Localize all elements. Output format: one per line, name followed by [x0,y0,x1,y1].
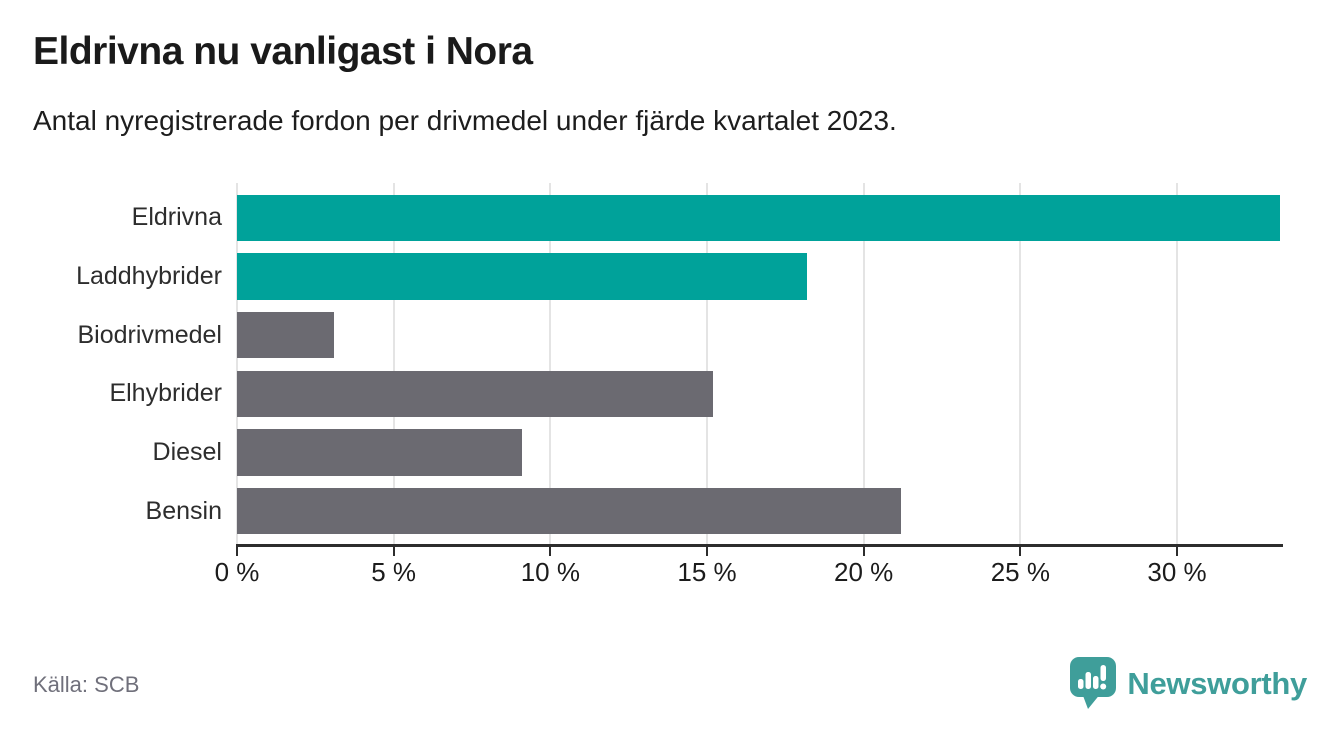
gridline-15 [706,183,708,545]
bar-elhybrider [237,370,714,418]
x-axis-line [236,544,1283,547]
category-label-eldrivna: Eldrivna [131,203,222,232]
category-label-bensin: Bensin [145,496,222,525]
source-note: Källa: SCB [33,672,140,697]
newsworthy-wordmark: Newsworthy [1127,665,1307,701]
bar-bensin [237,487,902,535]
gridline-30 [1176,183,1179,545]
gridline-25 [1019,183,1022,545]
bar-biodrivmedel [237,311,335,359]
x-tick-20 [862,547,865,556]
x-tick-10 [549,547,552,556]
chart-subtitle: Antal nyregistrerade fordon per drivmede… [33,105,897,136]
chart-title: Eldrivna nu vanligast i Nora [33,30,533,73]
category-label-diesel: Diesel [152,437,222,466]
gridline-0 [236,183,238,545]
x-tick-25 [1019,547,1022,556]
category-label-laddhybrider: Laddhybrider [76,262,222,290]
x-tick-label-20: 20 % [834,557,894,587]
x-tick-label-5: 5 % [371,557,417,587]
x-tick-label-30: 30 % [1147,557,1207,587]
x-tick-label-25: 25 % [990,557,1050,587]
newsworthy-brand: Newsworthy [1069,656,1307,711]
newsworthy-logo-icon [1070,657,1117,709]
x-tick-label-10: 10 % [520,557,580,587]
bar-diesel [237,429,523,476]
gridline-20 [862,183,865,545]
bar-eldrivna [237,194,1281,242]
gridline-10 [549,183,552,545]
category-label-biodrivmedel: Biodrivmedel [77,320,222,349]
x-tick-label-15: 15 % [677,557,737,587]
x-tick-0 [236,547,238,556]
x-tick-label-0: 0 % [214,557,260,587]
gridline-5 [392,183,395,545]
x-tick-15 [706,547,708,556]
category-label-elhybrider: Elhybrider [109,379,222,408]
x-tick-5 [392,547,395,556]
x-tick-30 [1176,547,1179,556]
bar-laddhybrider [237,253,808,300]
